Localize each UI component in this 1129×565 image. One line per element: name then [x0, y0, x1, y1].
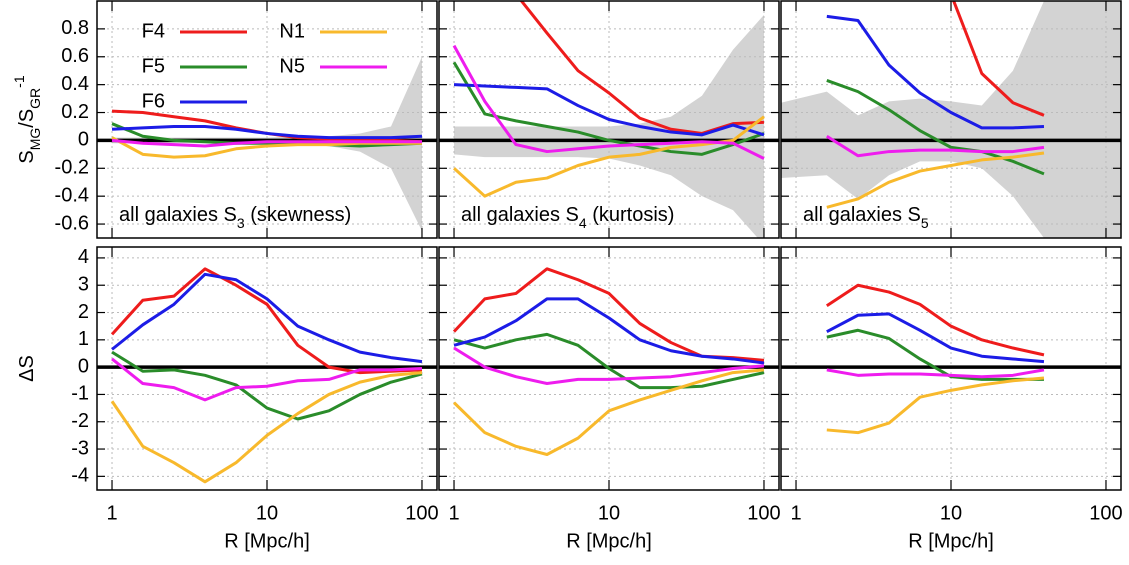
- series-line: [952, 1, 1045, 117]
- series-line: [110, 371, 423, 484]
- series-line: [110, 267, 423, 375]
- x-axis-label: R [Mpc/h]: [566, 530, 652, 552]
- panel-frame: [96, 0, 438, 239]
- panel-frame: [438, 0, 780, 239]
- y-tick-label: 0: [78, 355, 89, 377]
- series-line: [111, 357, 423, 402]
- scatter-band: [781, 1, 1121, 238]
- panel-frame: [780, 246, 1122, 491]
- series-line: [111, 124, 423, 140]
- series-line: [826, 328, 1044, 381]
- panel-frame: [780, 0, 1122, 239]
- annotation: all galaxies S4 (kurtosis): [461, 204, 674, 230]
- panel: [439, 1, 779, 238]
- y-tick-label: -2: [71, 410, 89, 432]
- series-line: [111, 350, 423, 421]
- y-tick-label: 0.2: [61, 101, 89, 123]
- annotation-part: (skewness): [245, 204, 352, 226]
- y-tick-label: -0.2: [55, 157, 89, 179]
- y-tick-label: 2: [78, 301, 89, 323]
- x-axis-label: R [Mpc/h]: [908, 530, 994, 552]
- series-line: [826, 376, 1045, 435]
- y-axis-label-part: /S: [16, 109, 38, 128]
- series-line: [111, 138, 422, 148]
- series-line: [452, 368, 765, 457]
- y-tick-label: -3: [71, 437, 89, 459]
- series-line: [111, 272, 423, 364]
- y-axis-label: SMG/SGR-1: [11, 75, 43, 163]
- series-line: [453, 297, 765, 365]
- y-axis-label: ΔS: [16, 355, 38, 382]
- x-tick-label: 10: [598, 502, 620, 524]
- series-line: [453, 346, 765, 386]
- y-tick-label: 0: [78, 129, 89, 151]
- x-tick-label: 100: [1089, 502, 1122, 524]
- annotation-part: 4: [579, 215, 587, 231]
- legend-label: N5: [279, 55, 305, 77]
- y-tick-label: 4: [78, 246, 89, 268]
- annotation-part: all galaxies S: [461, 204, 579, 226]
- y-tick-label: 0.4: [61, 73, 89, 95]
- annotation: all galaxies S3 (skewness): [119, 204, 351, 230]
- y-axis-label-part: -1: [11, 75, 27, 88]
- y-tick-label: -1: [71, 383, 89, 405]
- y-tick-label: -4: [71, 465, 89, 487]
- y-tick-label: 1: [78, 328, 89, 350]
- annotation-part: all galaxies S: [803, 204, 921, 226]
- y-axis-label-part: ΔS: [16, 355, 38, 382]
- y-axis-label-part: GR: [27, 88, 43, 109]
- x-tick-label: 100: [405, 502, 438, 524]
- y-tick-label: -0.4: [55, 184, 89, 206]
- y-tick-label: 3: [78, 274, 89, 296]
- annotation-part: 5: [921, 215, 929, 231]
- panel: [97, 247, 437, 490]
- annotation: all galaxies S5: [803, 204, 929, 230]
- annotation-part: 3: [237, 215, 245, 231]
- legend-label: N1: [279, 20, 305, 42]
- annotation-part: all galaxies S: [119, 204, 237, 226]
- panel: [439, 247, 779, 490]
- panel-frame: [96, 246, 438, 491]
- series-line: [826, 368, 1045, 379]
- series-line: [453, 332, 765, 390]
- series-line: [453, 83, 765, 137]
- y-tick-label: -0.6: [55, 212, 89, 234]
- y-tick-label: 0.6: [61, 45, 89, 67]
- series-line: [826, 79, 1045, 176]
- x-axis-label: R [Mpc/h]: [224, 530, 310, 552]
- series-line: [452, 44, 765, 160]
- x-tick-label: 10: [940, 502, 962, 524]
- panel: [97, 1, 437, 238]
- series-line: [452, 61, 765, 156]
- legend-label: F6: [142, 90, 165, 112]
- panel-frame: [438, 246, 780, 491]
- legend-label: F5: [142, 55, 165, 77]
- x-tick-label: 1: [790, 502, 801, 524]
- series-line: [825, 283, 1045, 357]
- series-line: [826, 312, 1045, 364]
- series-line: [826, 14, 1045, 130]
- legend-label: F4: [142, 20, 165, 42]
- y-axis-label-part: S: [16, 150, 38, 163]
- y-axis-label-part: MG: [27, 128, 43, 151]
- panel: [781, 247, 1121, 490]
- x-tick-label: 100: [747, 502, 780, 524]
- x-tick-label: 10: [256, 502, 278, 524]
- series-line: [826, 134, 1045, 158]
- x-tick-label: 1: [106, 502, 117, 524]
- annotation-part: (kurtosis): [587, 204, 675, 226]
- x-tick-label: 1: [448, 502, 459, 524]
- series-line: [826, 151, 1045, 209]
- y-tick-label: 0.8: [61, 17, 89, 39]
- panel: [781, 1, 1121, 238]
